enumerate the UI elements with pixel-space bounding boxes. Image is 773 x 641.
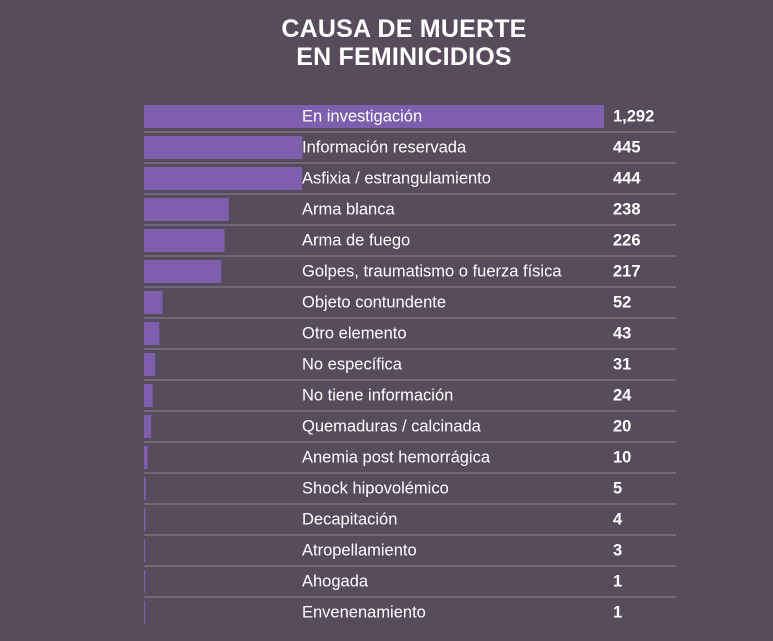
value-label: 444 <box>613 170 641 188</box>
bar-6 <box>144 291 163 314</box>
bar-8 <box>144 353 156 376</box>
bar-11 <box>144 446 148 469</box>
category-label: Asfixia / estrangulamiento <box>302 170 491 188</box>
bar-15 <box>144 570 146 593</box>
bar-7 <box>144 322 160 345</box>
category-label: Atropellamiento <box>302 542 417 560</box>
value-label: 1,292 <box>613 108 654 126</box>
value-label: 3 <box>613 542 622 560</box>
bar-0 <box>144 105 604 128</box>
bar-2 <box>144 167 303 190</box>
bar-14 <box>144 539 146 562</box>
value-label: 1 <box>613 604 622 622</box>
value-label: 52 <box>613 294 631 312</box>
value-label: 1 <box>613 573 622 591</box>
category-label: Envenenamiento <box>302 604 426 622</box>
bar-12 <box>144 477 146 500</box>
category-label: Decapitación <box>302 511 397 529</box>
category-label: En investigación <box>302 108 422 126</box>
value-label: 445 <box>613 139 641 157</box>
chart-title-line-2: EN FEMINICIDIOS <box>296 43 512 71</box>
bar-13 <box>144 508 146 531</box>
chart-title: CAUSA DE MUERTE EN FEMINICIDIOS <box>0 15 773 71</box>
category-label: Arma de fuego <box>302 232 410 250</box>
category-label: Anemia post hemorrágica <box>302 449 491 467</box>
value-label: 5 <box>613 480 622 498</box>
bar-5 <box>144 260 222 283</box>
value-label: 217 <box>613 263 641 281</box>
category-label: Shock hipovolémico <box>302 480 449 498</box>
category-label: Información reservada <box>302 139 467 157</box>
bar-9 <box>144 384 153 407</box>
category-label: No específica <box>302 356 403 374</box>
category-label: Golpes, traumatismo o fuerza física <box>302 263 562 281</box>
value-label: 10 <box>613 449 631 467</box>
bar-4 <box>144 229 225 252</box>
bar-16 <box>144 601 146 624</box>
category-label: No tiene información <box>302 387 453 405</box>
value-label: 238 <box>613 201 641 219</box>
category-label: Ahogada <box>302 573 369 591</box>
value-label: 31 <box>613 356 631 374</box>
category-label: Quemaduras / calcinada <box>302 418 482 436</box>
category-label: Objeto contundente <box>302 294 446 312</box>
category-label: Otro elemento <box>302 325 407 343</box>
value-label: 20 <box>613 418 631 436</box>
value-label: 24 <box>613 387 632 405</box>
bar-1 <box>144 136 303 159</box>
bar-3 <box>144 198 229 221</box>
bar-10 <box>144 415 152 438</box>
value-label: 226 <box>613 232 641 250</box>
value-label: 4 <box>613 511 623 529</box>
value-label: 43 <box>613 325 631 343</box>
chart-title-line-1: CAUSA DE MUERTE <box>281 15 527 43</box>
category-label: Arma blanca <box>302 201 395 219</box>
